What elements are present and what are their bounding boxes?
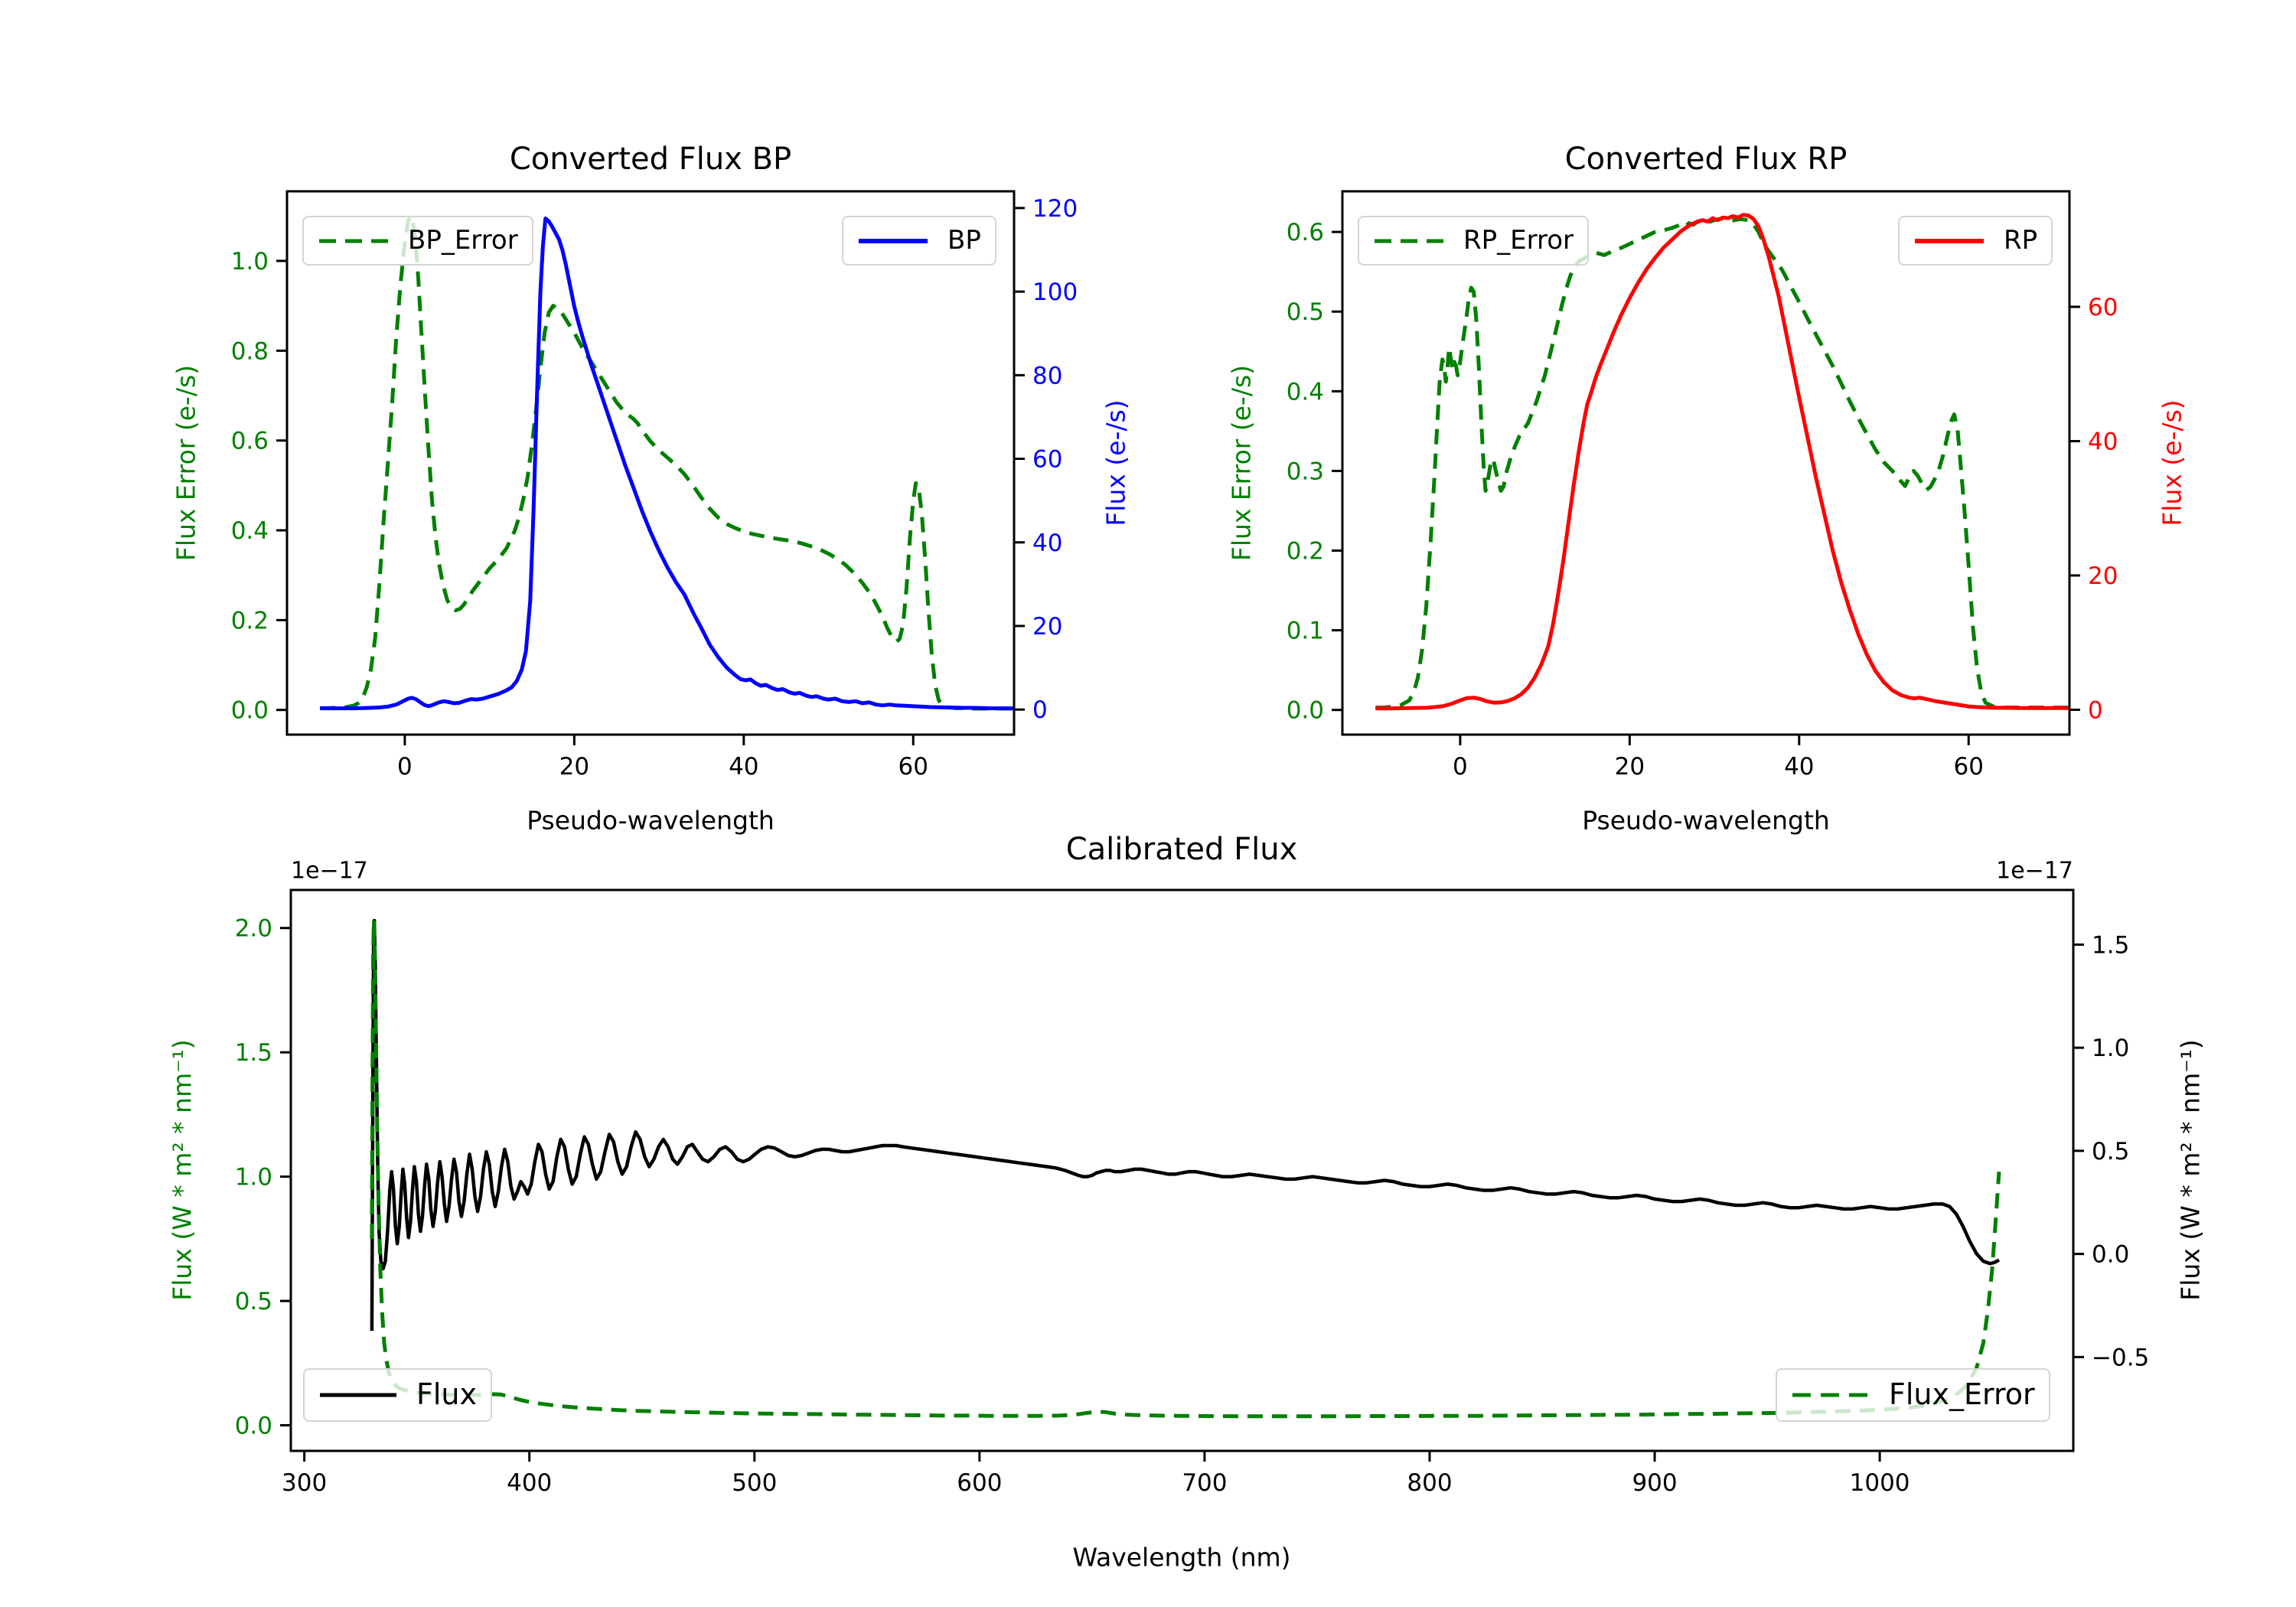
y-tick-label-left: 1.0 — [231, 248, 269, 275]
y-tick-label-left: 0.3 — [1287, 458, 1324, 485]
y-tick-label-left: 0.5 — [235, 1288, 272, 1315]
y-tick-label-left: 2.0 — [235, 915, 272, 943]
y-tick-label-left: 0.0 — [1287, 697, 1324, 725]
offset-text-right: 1e−17 — [1996, 857, 2073, 885]
flux-error-line-icon — [1792, 1393, 1869, 1397]
x-tick-label: 40 — [1784, 753, 1814, 781]
x-axis-label-wavelength: Wavelength (nm) — [1072, 1542, 1291, 1573]
offset-text-left: 1e−17 — [291, 857, 368, 885]
y-tick-label-right: 60 — [1032, 446, 1062, 474]
x-tick-label: 60 — [1954, 753, 1984, 781]
bp-error-line-icon — [319, 239, 388, 243]
x-tick-label: 60 — [899, 753, 928, 781]
x-tick-label: 0 — [397, 753, 413, 781]
y-tick-label-right: 0 — [1032, 696, 1048, 724]
series-line-rp — [1375, 213, 2069, 711]
y-tick-label-left: 0.8 — [231, 337, 269, 365]
chart-title-bp: Converted Flux BP — [509, 142, 792, 177]
x-tick-label: 0 — [1453, 753, 1468, 781]
y-tick-label-left: 0.5 — [1287, 298, 1324, 326]
y-tick-label-left: 0.1 — [1287, 618, 1324, 645]
y-tick-label-right: 120 — [1032, 195, 1078, 223]
y-tick-label-right: 100 — [1032, 279, 1078, 306]
y-tick-label-right: 40 — [2088, 428, 2118, 455]
x-tick-label: 400 — [507, 1469, 552, 1497]
y-tick-label-right: 0 — [2088, 697, 2103, 725]
y-axis-label-bp-flux: Flux (e-/s) — [1101, 399, 1131, 526]
series-line-bp — [320, 217, 1014, 711]
series-line-flux — [370, 918, 2001, 1332]
chart-title-rp: Converted Flux RP — [1564, 142, 1848, 177]
y-tick-label-left: 0.2 — [231, 607, 269, 634]
y-axis-label-rp-error: Flux Error (e-/s) — [1226, 364, 1257, 562]
y-tick-label-right: 0.5 — [2092, 1138, 2129, 1165]
y-tick-label-right: 20 — [1032, 613, 1062, 641]
y-tick-label-left: 0.0 — [235, 1413, 272, 1440]
legend-rp: RP — [1898, 216, 2053, 266]
y-tick-label-right: 60 — [2088, 294, 2118, 321]
legend-label: RP_Error — [1463, 225, 1574, 256]
y-tick-label-left: 0.4 — [231, 517, 269, 545]
series-line-flux_error — [370, 918, 2001, 1419]
axes-spines — [1341, 190, 2071, 736]
y-axis-label-flux-left: Flux (W * m² * nm⁻¹) — [167, 1039, 197, 1301]
x-axis-label-bp: Pseudo-wavelength — [527, 805, 775, 836]
x-tick-label: 20 — [559, 753, 589, 781]
x-tick-label: 1000 — [1850, 1469, 1910, 1497]
y-tick-label-right: 20 — [2088, 562, 2118, 590]
series-line-bp_error — [320, 214, 1014, 711]
x-tick-label: 500 — [732, 1469, 777, 1497]
legend-label: BP_Error — [408, 225, 518, 256]
legend-flux-error: Flux_Error — [1776, 1368, 2050, 1422]
y-axis-label-rp-flux: Flux (e-/s) — [2157, 399, 2187, 526]
y-axis-label-flux-right: Flux (W * m² * nm⁻¹) — [2175, 1039, 2206, 1301]
axes-spines — [289, 888, 2075, 1452]
y-tick-label-left: 0.4 — [1287, 378, 1324, 406]
y-tick-label-right: 1.0 — [2092, 1035, 2129, 1062]
legend-label: Flux_Error — [1889, 1377, 2035, 1411]
y-tick-label-left: 0.0 — [231, 697, 269, 725]
y-tick-label-right: 0.0 — [2092, 1241, 2129, 1269]
bp-line-icon — [859, 238, 928, 243]
x-tick-label: 300 — [282, 1469, 327, 1497]
chart-title-calibrated: Calibrated Flux — [1065, 832, 1298, 867]
x-tick-label: 40 — [729, 753, 758, 781]
flux-line-icon — [320, 1393, 396, 1397]
y-tick-label-left: 1.0 — [235, 1164, 272, 1191]
y-tick-label-left: 0.6 — [1287, 219, 1324, 246]
x-tick-label: 700 — [1182, 1469, 1227, 1497]
x-axis-label-rp: Pseudo-wavelength — [1582, 805, 1830, 836]
legend-label: Flux — [416, 1377, 477, 1411]
legend-rp-error: RP_Error — [1358, 216, 1590, 266]
y-tick-label-left: 0.6 — [231, 428, 269, 455]
series-line-rp_error — [1375, 216, 2069, 710]
x-tick-label: 900 — [1632, 1469, 1677, 1497]
y-tick-label-left: 1.5 — [235, 1039, 272, 1067]
legend-flux: Flux — [303, 1368, 492, 1422]
y-tick-label-right: 40 — [1032, 530, 1062, 557]
rp-error-line-icon — [1375, 239, 1443, 243]
legend-label: RP — [2004, 225, 2038, 256]
y-tick-label-right: −0.5 — [2092, 1344, 2149, 1371]
legend-label: BP — [947, 225, 981, 256]
x-tick-label: 800 — [1407, 1469, 1452, 1497]
axes-spines — [285, 190, 1016, 736]
x-tick-label: 20 — [1615, 753, 1645, 781]
y-tick-label-right: 80 — [1032, 362, 1062, 390]
legend-bp-error: BP_Error — [302, 216, 533, 266]
y-tick-label-right: 1.5 — [2092, 931, 2129, 959]
y-axis-label-bp-error: Flux Error (e-/s) — [171, 364, 201, 562]
x-tick-label: 600 — [957, 1469, 1002, 1497]
rp-line-icon — [1915, 238, 1984, 243]
y-tick-label-left: 0.2 — [1287, 538, 1324, 566]
legend-bp: BP — [842, 216, 996, 266]
